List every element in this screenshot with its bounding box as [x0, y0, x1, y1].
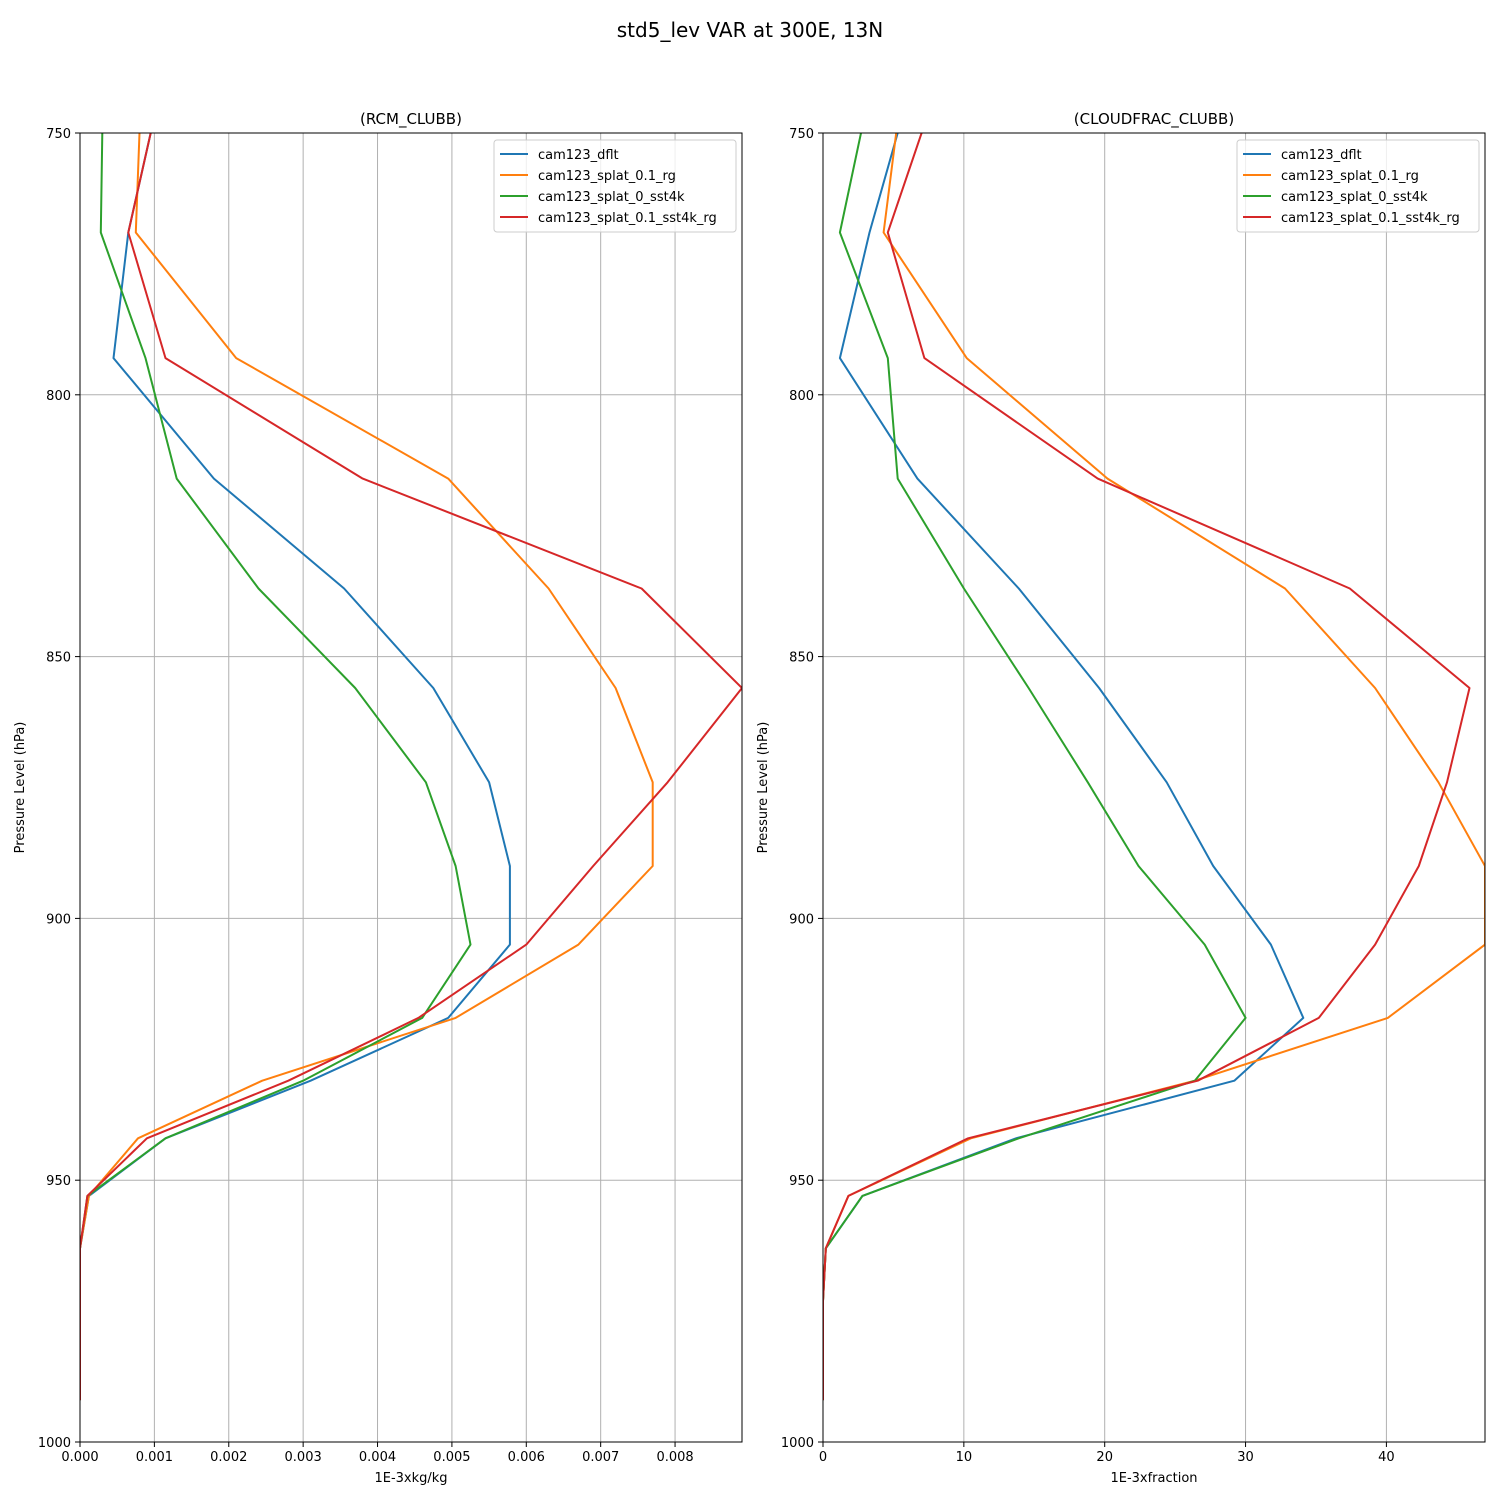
x-tick-label: 20 [1096, 1450, 1113, 1465]
figure-title: std5_lev VAR at 300E, 13N [617, 18, 883, 42]
y-tick-label: 750 [46, 127, 71, 142]
legend-label-cam123-splat-0-1-rg: cam123_splat_0.1_rg [538, 169, 676, 184]
legend-label-cam123-splat-0-sst4k: cam123_splat_0_sst4k [1281, 190, 1428, 205]
cloudfrac-clubb-title: (CLOUDFRAC_CLUBB) [1074, 110, 1234, 129]
legend-box [1236, 139, 1480, 233]
x-tick-label: 10 [956, 1450, 973, 1465]
legend: cam123_dflt cam123_splat_0.1_rg cam123_spl… [1236, 139, 1480, 233]
y-tick-label: 850 [46, 651, 71, 666]
x-tick-label: 0 [819, 1450, 827, 1465]
x-tick-label: 0.005 [433, 1450, 470, 1465]
x-tick-label: 0.002 [210, 1450, 247, 1465]
legend-label-cam123-splat-0-1-sst4k-rg: cam123_splat_0.1_sst4k_rg [1281, 211, 1460, 226]
y-tick-label: 900 [789, 912, 814, 927]
y-tick-label: 800 [46, 389, 71, 404]
legend-label-cam123-splat-0-sst4k: cam123_splat_0_sst4k [538, 190, 685, 205]
legend-box [493, 139, 737, 233]
x-axis-label: 1E-3xfraction [1110, 1471, 1197, 1486]
y-tick-label: 850 [789, 651, 814, 666]
x-tick-label: 0.004 [359, 1450, 396, 1465]
plot-frame [822, 132, 1486, 1443]
rcm-clubb-title: (RCM_CLUBB) [360, 110, 462, 129]
x-tick-label: 0.008 [656, 1450, 693, 1465]
x-tick-label: 40 [1378, 1450, 1395, 1465]
rcm-clubb-panel: 0.000 0.001 0.002 0.003 0.004 0.005 0.006 0.007… [13, 110, 743, 1486]
x-tick-label: 0.007 [582, 1450, 619, 1465]
x-tick-label: 30 [1237, 1450, 1254, 1465]
y-tick-label: 1000 [38, 1436, 71, 1451]
series-line-cam123-dflt [823, 133, 1305, 1401]
series-line-cam123-splat-0-1-rg [80, 133, 654, 1401]
y-tick-label: 800 [789, 389, 814, 404]
y-tick-label: 950 [46, 1174, 71, 1189]
legend-label-cam123-dflt: cam123_dflt [1281, 148, 1362, 163]
legend: cam123_dflt cam123_splat_0.1_rg cam123_spl… [493, 139, 737, 233]
y-tick-label: 900 [46, 912, 71, 927]
cloudfrac-clubb-panel: 0 10 20 30 40 750 800 850 900 950 1000 (CLOUDFRAC_C… [756, 110, 1486, 1486]
x-tick-label: 0.006 [508, 1450, 545, 1465]
x-tick-label: 0.003 [285, 1450, 322, 1465]
series-line-cam123-dflt [80, 133, 511, 1401]
legend-label-cam123-dflt: cam123_dflt [538, 148, 619, 163]
legend-label-cam123-splat-0-1-rg: cam123_splat_0.1_rg [1281, 169, 1419, 184]
y-axis-label: Pressure Level (hPa) [13, 722, 28, 854]
series-line-cam123-splat-0-1-sst4k-rg [823, 133, 1471, 1401]
series-line-cam123-splat-0-sst4k [823, 133, 1247, 1401]
x-axis-label: 1E-3xkg/kg [374, 1471, 447, 1486]
y-tick-label: 750 [789, 127, 814, 142]
series-line-cam123-splat-0-1-rg [823, 133, 1485, 1401]
x-tick-label: 0.000 [61, 1450, 98, 1465]
series-line-cam123-splat-0-1-sst4k-rg [80, 133, 742, 1401]
y-tick-label: 1000 [781, 1436, 814, 1451]
series-group [80, 133, 742, 1401]
y-axis-label: Pressure Level (hPa) [756, 722, 771, 854]
x-tick-label: 0.001 [136, 1450, 173, 1465]
series-line-cam123-splat-0-sst4k [80, 133, 472, 1401]
series-group [823, 133, 1485, 1401]
plot-frame [79, 132, 743, 1443]
y-tick-label: 950 [789, 1174, 814, 1189]
legend-label-cam123-splat-0-1-sst4k-rg: cam123_splat_0.1_sst4k_rg [538, 211, 717, 226]
